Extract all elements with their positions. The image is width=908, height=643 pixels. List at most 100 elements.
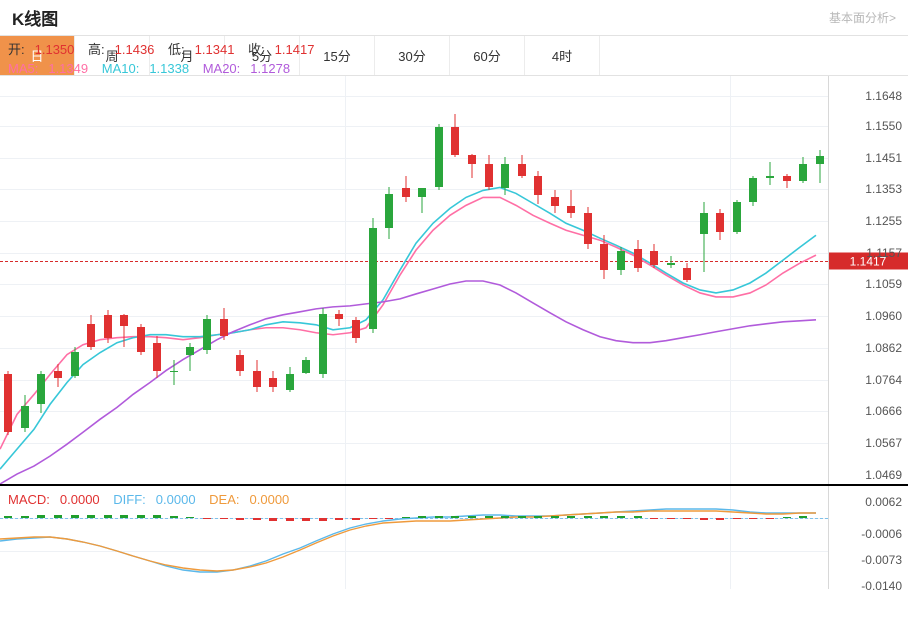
header-bar: K线图 基本面分析>	[0, 0, 908, 36]
macd-histogram-bar[interactable]	[716, 518, 724, 520]
macd-tick: 0.0062	[865, 495, 902, 509]
tab-60min[interactable]: 60分	[450, 36, 525, 75]
ohlc-ma-info: 开: 1.1350 高: 1.1436 低: 1.1341 收: 1.1417 MA5:…	[8, 40, 324, 78]
macd-legend: MACD: 0.0000 DIFF: 0.0000 DEA: 0.0000	[8, 492, 299, 507]
macd-axis: 0.0062 -0.0006 -0.0073 -0.0140	[828, 486, 908, 589]
macd-histogram-bar[interactable]	[220, 518, 228, 520]
macd-histogram-bar[interactable]	[137, 515, 145, 518]
low-label: 低:	[168, 42, 185, 57]
macd-histogram-bar[interactable]	[71, 515, 79, 518]
macd-histogram-bar[interactable]	[385, 518, 393, 519]
macd-histogram-bar[interactable]	[600, 516, 608, 518]
price-tick: 1.1059	[865, 277, 902, 291]
kline-app: { "header": { "title": "K线图", "right_lin…	[0, 0, 908, 643]
macd-histogram-bar[interactable]	[766, 518, 774, 519]
macd-histogram-bar[interactable]	[335, 518, 343, 521]
macd-histogram-bar[interactable]	[402, 517, 410, 518]
macd-histogram-bar[interactable]	[54, 515, 62, 518]
macd-histogram-bar[interactable]	[650, 518, 658, 520]
ma10-value: 1.1338	[149, 61, 189, 76]
macd-histogram-bar[interactable]	[87, 515, 95, 518]
ma5-label: MA5:	[8, 61, 38, 76]
macd-histogram-bar[interactable]	[302, 518, 310, 521]
macd-histogram-bar[interactable]	[269, 518, 277, 521]
macd-histogram-bar[interactable]	[4, 516, 12, 518]
macd-histogram-bar[interactable]	[749, 518, 757, 519]
high-label: 高:	[88, 42, 105, 57]
low-value: 1.1341	[195, 42, 235, 57]
price-tick: 1.0862	[865, 341, 902, 355]
fundamental-analysis-link[interactable]: 基本面分析>	[829, 9, 896, 26]
tab-4hour[interactable]: 4时	[525, 36, 600, 75]
price-tick: 1.1157	[866, 246, 902, 260]
high-value: 1.1436	[115, 42, 155, 57]
price-tick: 1.0469	[865, 468, 902, 482]
macd-histogram-bar[interactable]	[783, 517, 791, 518]
macd-tick: -0.0006	[861, 527, 902, 541]
macd-histogram-bar[interactable]	[418, 516, 426, 518]
macd-histogram-bar[interactable]	[21, 516, 29, 518]
diff-label: DIFF:	[113, 492, 146, 507]
macd-histogram-bar[interactable]	[319, 518, 327, 521]
macd-histogram-bar[interactable]	[485, 516, 493, 518]
price-tick: 1.0567	[865, 436, 902, 450]
close-value: 1.1417	[275, 42, 315, 57]
macd-histogram-bar[interactable]	[518, 516, 526, 518]
price-tick: 1.0764	[865, 373, 902, 387]
macd-histogram-bar[interactable]	[683, 518, 691, 520]
price-axis: 1.1648 1.1550 1.1451 1.1353 1.1255 1.115…	[828, 76, 908, 484]
macd-histogram-bar[interactable]	[567, 516, 575, 518]
ma20-value: 1.1278	[250, 61, 290, 76]
macd-histogram-bar[interactable]	[186, 517, 194, 518]
macd-histogram-bar[interactable]	[617, 516, 625, 518]
price-tick: 1.1550	[865, 119, 902, 133]
diff-value: 0.0000	[156, 492, 196, 507]
macd-histogram-bar[interactable]	[733, 518, 741, 520]
macd-label: MACD:	[8, 492, 50, 507]
price-tick: 1.1648	[865, 89, 902, 103]
macd-histogram-bar[interactable]	[435, 516, 443, 518]
macd-histogram-bar[interactable]	[551, 516, 559, 518]
price-tick: 1.1255	[865, 214, 902, 228]
ma5-value: 1.1349	[48, 61, 88, 76]
open-value: 1.1350	[35, 42, 75, 57]
open-label: 开:	[8, 42, 25, 57]
page-title: K线图	[12, 5, 58, 30]
macd-histogram-bar[interactable]	[286, 518, 294, 521]
price-tick: 1.1353	[865, 182, 902, 196]
macd-histogram-bar[interactable]	[120, 515, 128, 518]
candlestick-chart[interactable]: 1.1417 1.1648 1.1550 1.1451 1.1353 1.125…	[0, 76, 908, 486]
macd-histogram-bar[interactable]	[153, 515, 161, 518]
macd-histogram-bar[interactable]	[203, 518, 211, 519]
price-tick: 1.0666	[865, 404, 902, 418]
ma20-label: MA20:	[203, 61, 241, 76]
macd-chart[interactable]: MACD: 0.0000 DIFF: 0.0000 DEA: 0.0000 0.006…	[0, 486, 908, 589]
dea-value: 0.0000	[250, 492, 290, 507]
macd-histogram-bar[interactable]	[253, 518, 261, 521]
tab-filler	[600, 36, 908, 75]
macd-histogram-bar[interactable]	[369, 518, 377, 520]
close-label: 收:	[248, 42, 265, 57]
macd-histogram-bar[interactable]	[104, 515, 112, 518]
macd-histogram-bar[interactable]	[700, 518, 708, 520]
macd-histogram-bar[interactable]	[37, 515, 45, 518]
macd-histogram-bar[interactable]	[170, 516, 178, 518]
dea-label: DEA:	[209, 492, 239, 507]
macd-value: 0.0000	[60, 492, 100, 507]
macd-histogram-bar[interactable]	[667, 518, 675, 520]
ma10-label: MA10:	[102, 61, 140, 76]
macd-histogram-bar[interactable]	[799, 516, 807, 518]
macd-histogram-bar[interactable]	[534, 516, 542, 518]
macd-histogram-bar[interactable]	[468, 516, 476, 518]
price-tick: 1.0960	[865, 309, 902, 323]
price-tick: 1.1451	[865, 151, 902, 165]
candlestick-bars	[0, 76, 828, 484]
macd-histogram-bar[interactable]	[352, 518, 360, 520]
macd-histogram-bar[interactable]	[501, 516, 509, 518]
macd-histogram-bar[interactable]	[451, 516, 459, 518]
macd-tick: -0.0140	[861, 579, 902, 593]
macd-histogram-bar[interactable]	[584, 516, 592, 518]
tab-30min[interactable]: 30分	[375, 36, 450, 75]
macd-histogram-bar[interactable]	[236, 518, 244, 520]
macd-histogram-bar[interactable]	[634, 516, 642, 518]
